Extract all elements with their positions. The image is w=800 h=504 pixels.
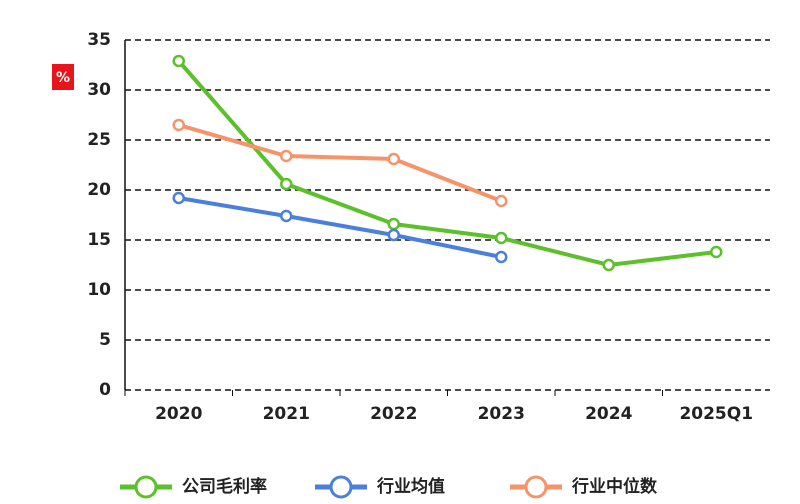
y-label-box (52, 64, 74, 90)
y-tick-label: 25 (87, 130, 111, 150)
x-tick-label: 2021 (263, 404, 310, 424)
data-point (495, 250, 508, 264)
x-tick-label: 2023 (478, 404, 525, 424)
y-tick-label: 15 (87, 230, 111, 250)
data-point (387, 152, 400, 166)
data-point (602, 258, 615, 272)
y-tick-label: 20 (87, 180, 111, 200)
series-line (178, 196, 502, 259)
legend-marker (134, 475, 158, 499)
data-point (387, 217, 400, 231)
series-line (178, 123, 502, 203)
data-point (710, 245, 723, 259)
y-tick-label: 10 (87, 280, 111, 300)
x-tick-label: 2020 (155, 404, 202, 424)
legend-marker (524, 475, 548, 499)
legend-label: 公司毛利率 (182, 476, 267, 497)
y-tick-label: 0 (99, 380, 111, 400)
legend-label: 行业均值 (376, 476, 445, 497)
x-tick-label: 2024 (585, 404, 632, 424)
y-tick-label: 5 (99, 330, 111, 350)
data-point (172, 118, 185, 132)
data-point (280, 177, 293, 191)
x-tick-label: 2022 (370, 404, 417, 424)
data-point (495, 231, 508, 245)
data-point (280, 209, 293, 223)
y-axis-label: % (56, 70, 70, 86)
x-tick-label: 2025Q1 (679, 404, 753, 424)
data-point (172, 191, 185, 205)
series-line (177, 59, 717, 268)
data-point (495, 194, 508, 208)
legend-marker (329, 475, 353, 499)
legend-label: 行业中位数 (571, 476, 658, 497)
y-tick-label: 30 (87, 80, 111, 100)
y-tick-label: 35 (87, 30, 111, 50)
data-point (387, 228, 400, 242)
data-point (172, 54, 185, 68)
data-point (280, 149, 293, 163)
